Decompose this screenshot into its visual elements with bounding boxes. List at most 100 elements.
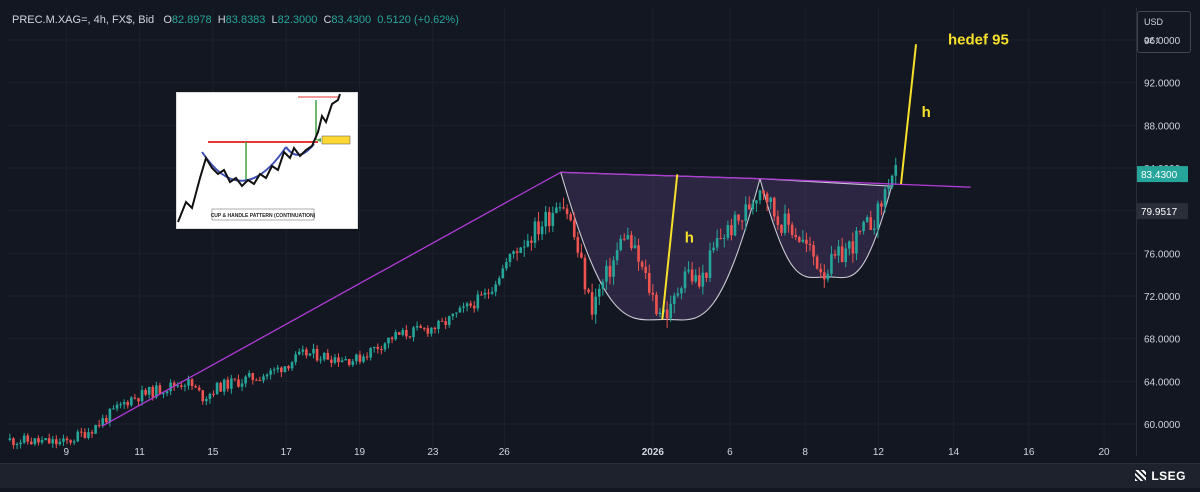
candle-body [390,337,394,340]
candle-body [387,337,390,344]
candle-body [740,220,744,222]
candle-body [730,225,733,236]
candle-body [465,303,469,307]
candle-body [469,303,472,306]
candle-body [630,234,633,249]
candle-body [530,240,533,243]
time-tick-label: 20 [1098,447,1110,458]
candle-body [47,438,51,444]
neckline [560,171,971,188]
candle-body [51,439,55,444]
reference-price-label: 79.9517 [1141,207,1178,218]
price-axis[interactable]: 96.000092.000088.000084.000080.000076.00… [1137,36,1188,431]
candle-body [244,376,247,384]
candle-body [790,224,794,235]
candle-body [455,312,458,314]
candle-body [608,265,612,277]
candle-body [340,360,344,363]
candle-body [251,373,255,380]
candle-body [376,346,380,349]
candle-body [105,418,108,423]
candle-body [294,354,297,363]
height-label-left: h [685,230,694,247]
candle-body [619,238,622,251]
candle-body [815,256,819,269]
candle-body [437,320,440,330]
candle-body [58,441,62,445]
candle-body [687,269,690,272]
candle-body [587,289,590,293]
candle-body [755,200,758,204]
candle-body [408,336,412,338]
candle-body [444,321,447,325]
price-tick-label: 88.0000 [1144,121,1181,132]
candle-body [669,303,672,319]
candle-body [426,328,430,334]
candle-body [540,226,544,235]
unit-selector[interactable]: USD oz t [1137,11,1191,53]
candle-body [269,370,272,375]
candle-body [205,398,208,402]
candle-body [583,257,587,290]
candle-body [483,292,487,295]
candle-body [647,272,651,293]
candle-body [176,385,180,387]
candle-body [494,284,497,292]
candle-body [508,254,512,263]
candle-body [97,424,101,426]
candle-body [233,378,237,380]
candle-body [705,272,708,278]
candle-body [422,327,426,329]
candle-body [651,292,655,295]
time-tick-label: 15 [207,447,219,458]
candle-body [26,435,30,442]
candle-body [322,352,326,360]
candle-body [190,379,194,387]
candle-body [130,397,133,406]
candle-body [37,438,40,443]
candle-body [776,216,780,225]
low-label: L [271,14,278,26]
candle-body [880,203,883,207]
candle-body [412,327,415,338]
candle-body [158,385,162,394]
candle-body [65,438,69,441]
candle-body [808,243,812,246]
candle-body [762,190,765,194]
candle-body [255,379,258,381]
candle-body [890,175,894,187]
candle-body [165,391,169,394]
candle-body [758,190,762,201]
candle-body [505,262,508,269]
candle-body [401,330,405,335]
candle-body [590,292,594,315]
candle-body [247,373,251,377]
pattern-reference-image: CUP & HANDLE PATTERN (CONTINUATION) [176,92,358,229]
candle-body [55,439,58,445]
price-tick-label: 96.0000 [1144,36,1181,47]
candle-body [848,241,851,249]
candle-body [140,389,144,402]
candle-body [512,251,515,255]
candle-body [237,379,240,387]
candle-body [22,435,26,443]
high-value: 83.8383 [225,14,266,26]
change-value: 0.5120 (+0.62%) [377,14,459,26]
time-axis[interactable]: 9 11 15 17 19 23 26 2026 6 8 12 14 16 20 [63,447,1110,458]
time-tick-label: 26 [499,447,511,458]
candle-body [537,221,540,235]
candle-body [862,221,865,232]
candle-body [783,213,787,233]
candle-body [480,294,483,296]
candle-body [276,367,280,370]
candle-body [265,374,269,377]
candle-body [405,330,408,337]
candle-body [30,441,33,445]
candle-body [369,348,372,358]
candle-body [222,379,226,392]
candle-body [794,234,798,238]
candle-body [780,224,783,233]
candle-body [312,348,315,354]
